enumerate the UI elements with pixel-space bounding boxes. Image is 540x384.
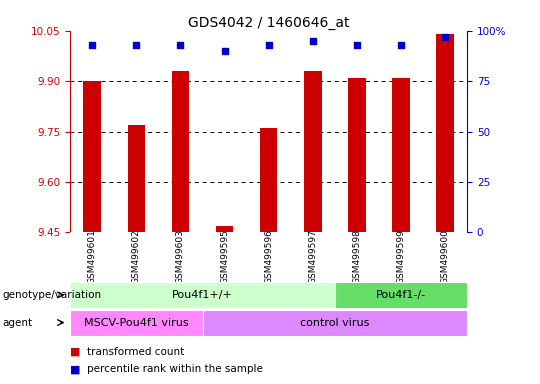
Text: genotype/variation: genotype/variation <box>3 290 102 300</box>
Point <box>220 48 229 54</box>
Point <box>265 42 273 48</box>
Text: MSCV-Pou4f1 virus: MSCV-Pou4f1 virus <box>84 318 188 328</box>
Bar <box>335 282 467 308</box>
Text: GSM499603: GSM499603 <box>176 229 185 284</box>
Bar <box>348 78 366 232</box>
Bar <box>172 71 190 232</box>
Point <box>132 42 141 48</box>
Text: ■: ■ <box>70 364 80 374</box>
Point <box>308 38 317 44</box>
Text: agent: agent <box>3 318 33 328</box>
Bar <box>436 34 454 232</box>
Title: GDS4042 / 1460646_at: GDS4042 / 1460646_at <box>188 16 349 30</box>
Point <box>176 42 185 48</box>
Bar <box>70 310 202 336</box>
Point <box>441 34 449 40</box>
Text: GSM499595: GSM499595 <box>220 229 229 284</box>
Text: Pou4f1-/-: Pou4f1-/- <box>376 290 426 300</box>
Bar <box>70 282 335 308</box>
Text: control virus: control virus <box>300 318 369 328</box>
Text: percentile rank within the sample: percentile rank within the sample <box>87 364 264 374</box>
Bar <box>304 71 322 232</box>
Bar <box>216 225 233 232</box>
Bar <box>392 78 410 232</box>
Text: GSM499598: GSM499598 <box>353 229 361 284</box>
Bar <box>127 125 145 232</box>
Point <box>88 42 97 48</box>
Point <box>397 42 406 48</box>
Text: GSM499600: GSM499600 <box>441 229 449 284</box>
Text: GSM499601: GSM499601 <box>87 229 97 284</box>
Point <box>353 42 361 48</box>
Text: GSM499599: GSM499599 <box>396 229 406 284</box>
Bar <box>83 81 101 232</box>
Bar <box>202 310 467 336</box>
Text: GSM499596: GSM499596 <box>264 229 273 284</box>
Text: ■: ■ <box>70 347 80 357</box>
Bar <box>260 128 278 232</box>
Text: GSM499597: GSM499597 <box>308 229 318 284</box>
Text: transformed count: transformed count <box>87 347 185 357</box>
Text: Pou4f1+/+: Pou4f1+/+ <box>172 290 233 300</box>
Text: GSM499602: GSM499602 <box>132 229 141 284</box>
